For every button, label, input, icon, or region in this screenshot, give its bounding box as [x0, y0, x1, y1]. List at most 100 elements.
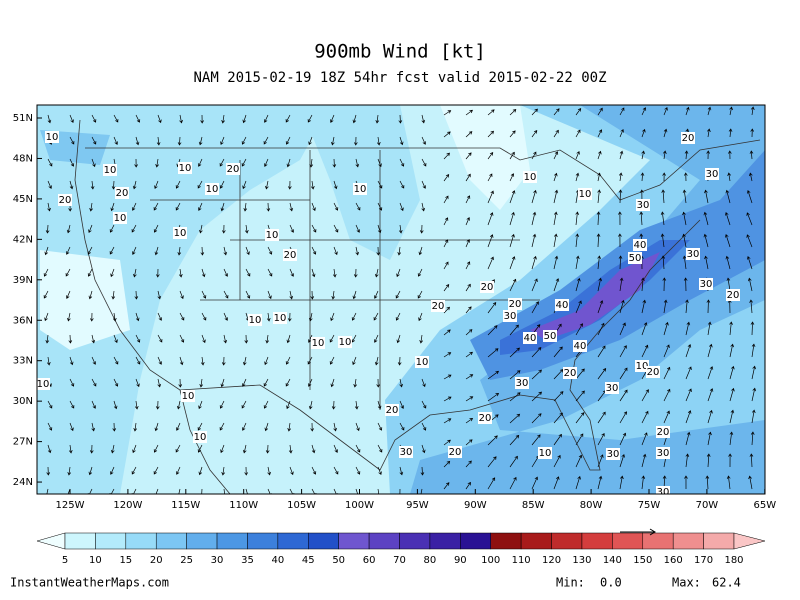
wind-arrow: [553, 369, 564, 380]
wind-arrow: [45, 224, 50, 234]
wind-arrow: [395, 290, 401, 299]
contour-label-box: [646, 366, 660, 378]
wind-arrow: [355, 158, 360, 168]
wind-arrow: [134, 158, 138, 168]
wind-arrow: [308, 400, 313, 410]
wind-arrow: [69, 422, 74, 432]
wind-arrow: [553, 211, 558, 226]
contour-label-box: [656, 486, 670, 494]
wind-arrow: [197, 158, 203, 167]
wind-arrow: [663, 299, 668, 314]
lon-label: 110W: [229, 500, 258, 511]
wind-arrow: [223, 246, 228, 256]
wind-arrow: [487, 190, 494, 204]
wind-arrow: [465, 195, 471, 204]
wind-arrow: [575, 255, 580, 270]
colorbar-label: 35: [241, 555, 254, 566]
contour-label: 30: [607, 449, 620, 460]
wind-arrow: [398, 224, 403, 234]
wind-arrow: [531, 151, 537, 160]
wind-arrow: [531, 434, 541, 446]
wind-arrow: [421, 422, 427, 431]
wind-arrow: [373, 334, 379, 343]
contour-label: 40: [524, 333, 537, 344]
wind-arrow: [223, 334, 228, 344]
colorbar-box: [247, 532, 279, 550]
contour-label: 10: [104, 165, 117, 176]
lat-label: 24N: [13, 477, 33, 488]
colorbar: 5 10 15 20 25 30 35 40 45 50 60 70 80 90 100 110 120 130 1…: [36, 532, 766, 566]
wind-arrow: [395, 312, 401, 321]
contour-label: 10: [182, 391, 195, 402]
colorbar-label: 45: [302, 555, 315, 566]
contour-label-box: [656, 426, 670, 438]
contour-label: 20: [432, 301, 445, 312]
wind-arrow: [509, 347, 520, 358]
wind-arrow: [575, 107, 582, 116]
wind-arrow: [333, 444, 338, 453]
colorbar-box: [368, 532, 400, 550]
wind-arrow: [373, 312, 379, 321]
lat-label: 39N: [13, 275, 33, 286]
wind-arrow: [67, 466, 72, 476]
wind-arrow: [751, 387, 757, 402]
wind-arrow: [663, 366, 671, 380]
wind-arrow: [685, 453, 690, 468]
contour-label-box: [353, 183, 367, 195]
wind-arrow: [244, 334, 249, 344]
lat-label: 30N: [13, 396, 33, 407]
contour-label-box: [480, 281, 494, 293]
wind-arrow: [377, 422, 383, 431]
wind-arrow: [596, 211, 601, 226]
wind-arrow: [443, 482, 450, 490]
wind-arrow: [219, 400, 225, 409]
wind-arrow: [421, 378, 426, 388]
wind-arrow: [135, 136, 140, 146]
wind-arrow: [465, 396, 474, 402]
wind-arrow: [397, 246, 402, 256]
wind-arrow: [417, 290, 423, 299]
wind-arrow: [220, 136, 225, 146]
wind-arrow: [746, 212, 753, 226]
wind-arrow: [377, 488, 381, 494]
wind-arrow: [355, 202, 361, 211]
wind-arrow: [399, 378, 403, 388]
wind-arrow: [465, 173, 471, 182]
wind-arrow: [310, 422, 315, 432]
contour-label: 30: [516, 378, 529, 389]
contour-label-box: [628, 252, 642, 264]
wind-arrow: [663, 128, 668, 138]
wind-arrow: [111, 290, 116, 300]
wind-arrow: [287, 422, 292, 432]
wind-arrow: [553, 433, 562, 446]
wind-arrow: [88, 466, 93, 476]
contour-label: 30: [706, 169, 719, 180]
wind-arrow: [575, 454, 583, 468]
wind-arrow: [47, 422, 53, 431]
wind-arrow: [597, 255, 601, 270]
wind-arrow: [685, 431, 691, 446]
wind-arrow: [355, 466, 361, 475]
wind-arrow: [200, 246, 205, 256]
wind-arrow: [308, 136, 313, 146]
wind-arrow: [619, 475, 624, 490]
contour-label: 10: [354, 184, 367, 195]
wind-arrow: [707, 431, 712, 446]
wind-arrow: [661, 189, 666, 204]
contour-label-box: [508, 298, 522, 310]
wind-arrow: [641, 475, 646, 490]
wind-arrow: [87, 488, 93, 494]
wind-arrow: [178, 268, 183, 278]
wind-arrow: [685, 388, 692, 402]
wind-arrow: [443, 110, 452, 116]
wind-arrow: [728, 453, 732, 468]
wind-arrow: [331, 290, 336, 300]
wind-arrow: [178, 378, 183, 388]
wind-arrow: [531, 211, 537, 226]
wind-arrow: [465, 131, 473, 138]
contour-label: 10: [539, 448, 552, 459]
wind-arrow: [531, 413, 542, 424]
contour-label-box: [636, 199, 650, 211]
wind-arrow: [597, 129, 603, 138]
wind-arrow: [69, 378, 75, 387]
